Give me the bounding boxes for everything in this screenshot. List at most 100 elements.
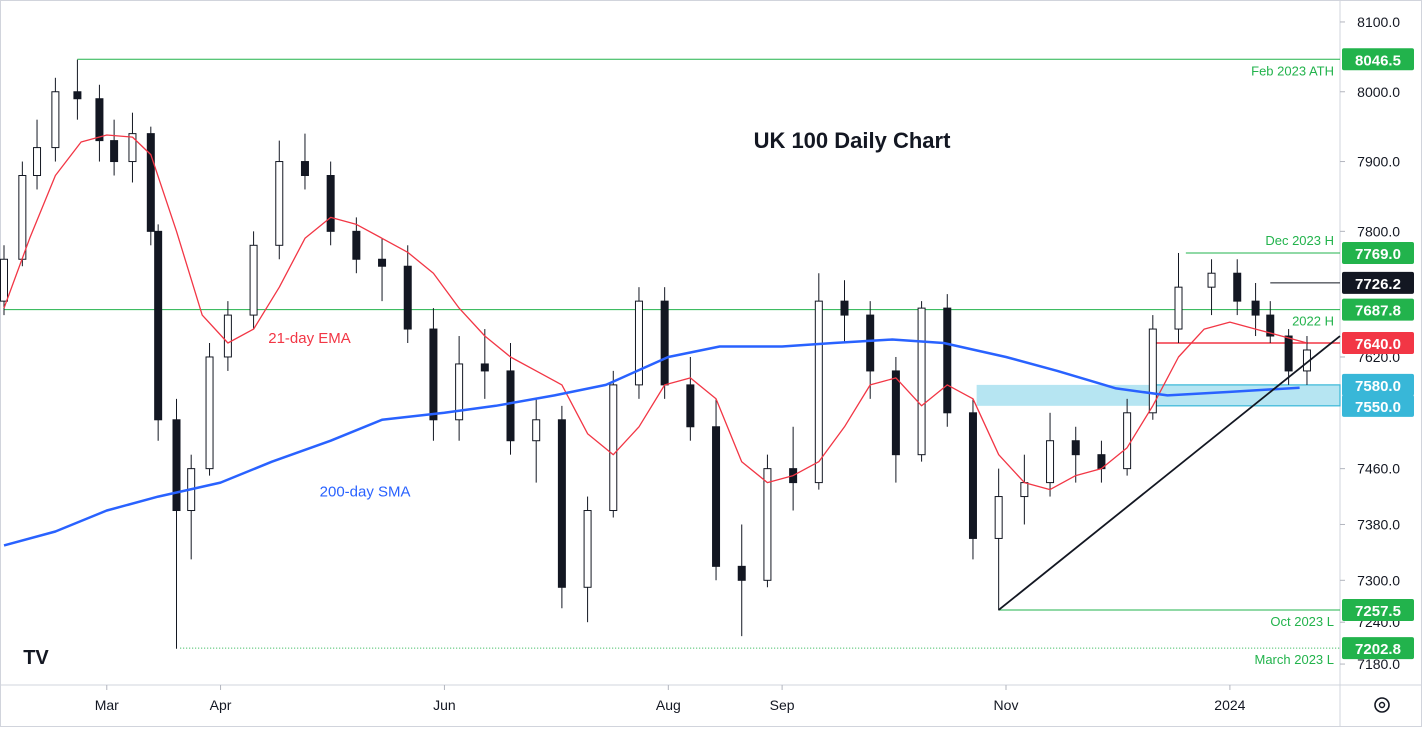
candle-body xyxy=(557,419,566,588)
y-tick-label: 7300.0 xyxy=(1357,572,1400,588)
y-tick-label: 7900.0 xyxy=(1357,154,1400,170)
candle-body xyxy=(891,370,900,456)
candle-body xyxy=(128,133,137,163)
candle-body xyxy=(686,384,695,428)
series-line-ema21 xyxy=(3,134,1308,491)
y-tick-label: 8100.0 xyxy=(1357,14,1400,30)
candle-body xyxy=(968,412,977,539)
price-badge-label: 7687.8 xyxy=(1355,303,1401,320)
x-axis[interactable]: Mar Apr Jun Aug Sep Nov 2024 xyxy=(95,685,1246,713)
candle-body xyxy=(1233,272,1242,302)
candle-body xyxy=(506,370,515,442)
candle-body xyxy=(532,419,541,442)
price-badge xyxy=(1342,332,1414,355)
candle-body xyxy=(866,314,875,372)
trendline xyxy=(998,335,1341,611)
candle-body xyxy=(712,426,721,567)
x-tick-label: Nov xyxy=(994,697,1019,713)
candle-body xyxy=(634,300,643,386)
x-tick-label: Jun xyxy=(433,697,456,713)
x-tick-label: Sep xyxy=(770,697,795,713)
candle-body xyxy=(326,175,335,232)
candle-body xyxy=(1174,286,1183,330)
tradingview-logo-icon[interactable]: TV xyxy=(23,647,49,669)
candle-body xyxy=(0,258,8,302)
candle-body xyxy=(300,161,309,177)
level-label: Dec 2023 H xyxy=(1265,233,1334,248)
y-axis[interactable]: 8100.08000.07900.07800.07620.07460.07380… xyxy=(1340,14,1414,672)
annotations-layer: 21-day EMA 200-day SMA xyxy=(268,330,410,501)
candle-body xyxy=(1071,440,1080,456)
candle-body xyxy=(110,140,119,163)
level-label: 2022 H xyxy=(1292,314,1334,329)
logo-text: TV xyxy=(23,647,49,669)
level-label: March 2023 L xyxy=(1255,652,1335,667)
y-tick-label: 7380.0 xyxy=(1357,516,1400,532)
candle-body xyxy=(1266,314,1275,337)
candle-body xyxy=(660,300,669,386)
candle-body xyxy=(583,510,592,588)
candle-body xyxy=(840,300,849,316)
candle-body xyxy=(1046,440,1055,484)
candle-body xyxy=(172,419,181,512)
candle-body xyxy=(249,244,258,316)
candle-body xyxy=(429,328,438,421)
price-badge xyxy=(1342,271,1414,294)
candle-body xyxy=(814,300,823,484)
level-label: Oct 2023 L xyxy=(1270,614,1334,629)
candle-body xyxy=(917,307,926,456)
price-badge-label: 8046.5 xyxy=(1355,52,1401,69)
price-badge xyxy=(1342,241,1414,264)
price-badge xyxy=(1342,598,1414,621)
candle-body xyxy=(95,98,104,142)
price-badge xyxy=(1342,298,1414,321)
level-label: Feb 2023 ATH xyxy=(1251,63,1334,78)
candle-body xyxy=(33,147,42,177)
candle-body xyxy=(609,384,618,512)
candle-body xyxy=(994,496,1003,539)
candle-body xyxy=(1148,328,1157,414)
candle-body xyxy=(154,230,163,421)
x-tick-label: Mar xyxy=(95,697,119,713)
candle-body xyxy=(943,307,952,414)
settings-gear-icon[interactable] xyxy=(1374,697,1390,713)
candle-body xyxy=(378,258,387,267)
candle-body xyxy=(763,468,772,581)
candle-body xyxy=(737,565,746,581)
candle-body xyxy=(18,175,27,260)
candle-body xyxy=(1123,412,1132,470)
candles-layer xyxy=(0,59,1311,649)
horizontal-levels-layer: Feb 2023 ATH Dec 2023 H 2022 H Oct 2023 L Ma… xyxy=(4,58,1340,667)
x-tick-label: Apr xyxy=(210,697,232,713)
candle-body xyxy=(1020,482,1029,498)
candle-body xyxy=(205,356,214,470)
series-annotation: 21-day EMA xyxy=(268,330,351,347)
candle-body xyxy=(223,314,232,358)
series-annotation: 200-day SMA xyxy=(320,484,411,501)
candle-body xyxy=(1251,300,1260,316)
y-tick-label: 7800.0 xyxy=(1357,223,1400,239)
candle-body xyxy=(480,363,489,372)
candle-body xyxy=(403,265,412,330)
y-tick-label: 7180.0 xyxy=(1357,656,1400,672)
price-badge-label: 7550.0 xyxy=(1355,399,1401,416)
chart-title: UK 100 Daily Chart xyxy=(754,128,952,153)
price-badge xyxy=(1342,637,1414,660)
candle-body xyxy=(352,230,361,260)
candle-body xyxy=(455,363,464,421)
price-badge xyxy=(1342,48,1414,71)
price-badge-label: 7257.5 xyxy=(1355,603,1401,620)
candle-body xyxy=(1284,335,1293,372)
y-tick-label: 8000.0 xyxy=(1357,84,1400,100)
price-badge-label: 7202.8 xyxy=(1355,641,1401,658)
series-line-sma200 xyxy=(3,338,1300,547)
price-badge xyxy=(1342,373,1414,396)
price-badge xyxy=(1342,394,1414,417)
price-badge-label: 7769.0 xyxy=(1355,246,1401,263)
x-tick-label: 2024 xyxy=(1214,697,1245,713)
x-tick-label: Aug xyxy=(656,697,681,713)
candle-body xyxy=(146,133,155,232)
